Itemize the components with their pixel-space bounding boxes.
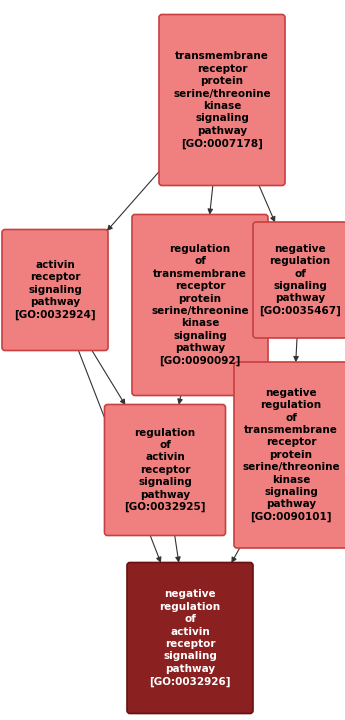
FancyBboxPatch shape [159, 14, 285, 186]
Text: transmembrane
receptor
protein
serine/threonine
kinase
signaling
pathway
[GO:000: transmembrane receptor protein serine/th… [173, 51, 271, 148]
FancyBboxPatch shape [2, 230, 108, 351]
FancyBboxPatch shape [132, 215, 268, 395]
FancyBboxPatch shape [253, 222, 345, 338]
Text: regulation
of
activin
receptor
signaling
pathway
[GO:0032925]: regulation of activin receptor signaling… [124, 428, 206, 513]
FancyBboxPatch shape [127, 562, 253, 714]
Text: regulation
of
transmembrane
receptor
protein
serine/threonine
kinase
signaling
p: regulation of transmembrane receptor pro… [151, 244, 249, 366]
FancyBboxPatch shape [234, 362, 345, 548]
Text: negative
regulation
of
transmembrane
receptor
protein
serine/threonine
kinase
si: negative regulation of transmembrane rec… [242, 388, 340, 522]
Text: activin
receptor
signaling
pathway
[GO:0032924]: activin receptor signaling pathway [GO:0… [14, 260, 96, 320]
Text: negative
regulation
of
activin
receptor
signaling
pathway
[GO:0032926]: negative regulation of activin receptor … [149, 590, 231, 687]
Text: negative
regulation
of
signaling
pathway
[GO:0035467]: negative regulation of signaling pathway… [259, 244, 341, 316]
FancyBboxPatch shape [105, 405, 226, 536]
